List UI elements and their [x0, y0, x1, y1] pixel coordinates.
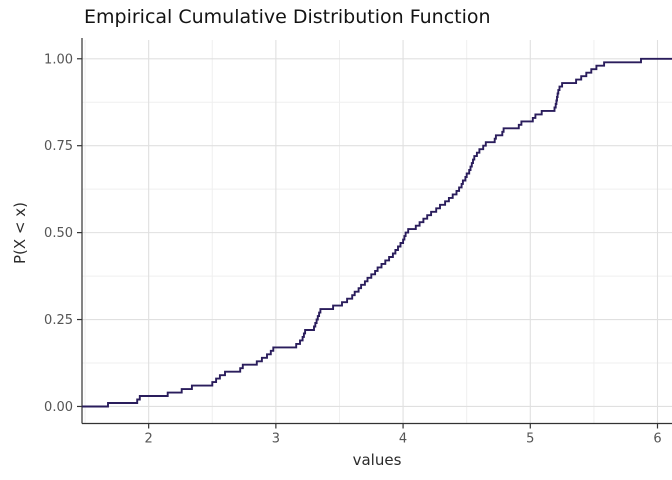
major-gridlines	[82, 40, 672, 424]
y-tick-label: 0.00	[44, 400, 73, 415]
y-axis-title: P(X < x)	[11, 202, 29, 265]
y-tick-label: 0.50	[44, 226, 73, 241]
x-axis-title: values	[352, 451, 402, 469]
ecdf-step-line	[82, 57, 672, 408]
y-tick-label: 0.75	[44, 139, 73, 154]
x-tick-label: 2	[145, 432, 153, 447]
axis-tick-labels: 2 3 4 5 6 0.00 0.25 0.50 0.75 1.00	[44, 52, 662, 446]
x-tick-label: 6	[653, 432, 661, 447]
y-tick-label: 1.00	[44, 52, 73, 67]
axis-lines	[81, 38, 672, 425]
x-tick-label: 3	[272, 432, 280, 447]
y-tick-label: 0.25	[44, 313, 73, 328]
ecdf-curve	[82, 57, 672, 408]
x-tick-label: 4	[399, 432, 407, 447]
plot-title: Empirical Cumulative Distribution Functi…	[84, 6, 491, 28]
x-tick-label: 5	[526, 432, 534, 447]
minor-gridlines	[82, 40, 672, 424]
axis-ticks	[77, 58, 659, 429]
